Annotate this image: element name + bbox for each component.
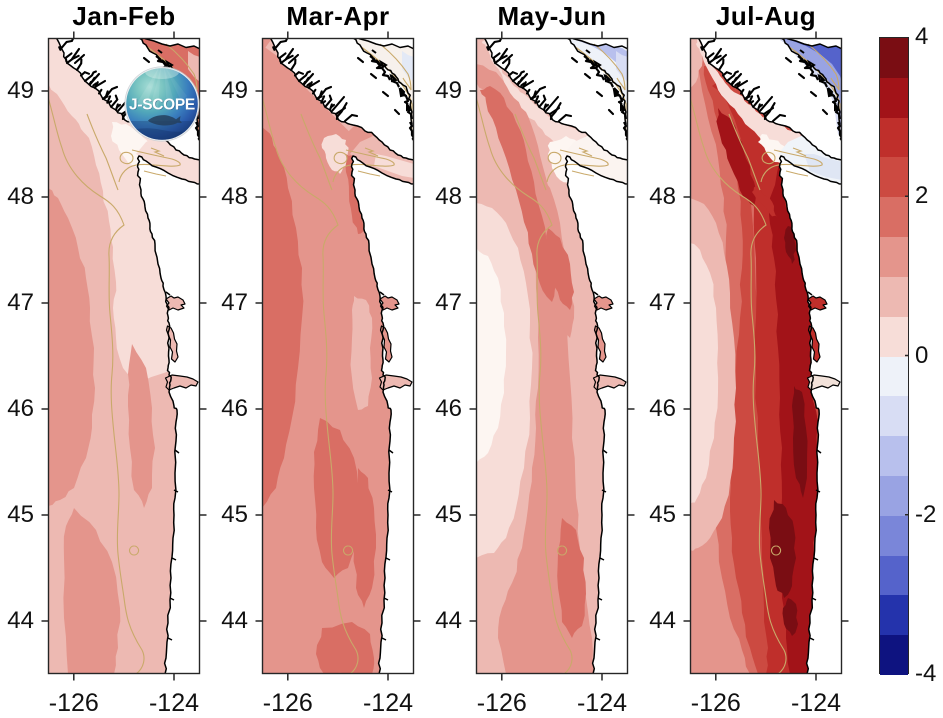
svg-text:J-SCOPE: J-SCOPE xyxy=(130,97,196,114)
svg-text:J-SCOPE: J-SCOPE xyxy=(129,96,195,113)
